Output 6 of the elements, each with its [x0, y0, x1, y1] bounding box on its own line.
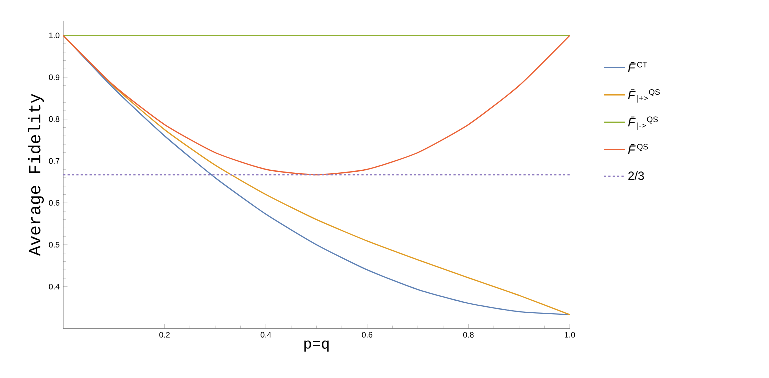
y-axis-title: Average Fidelity [28, 94, 44, 256]
line-series [64, 35, 570, 176]
legend-label: F̄$^{CT}$ [628, 62, 648, 72]
legend-label: F̄$^{QS}$ [628, 144, 648, 154]
x-axis-title: p=q [304, 340, 329, 352]
legend-label: 2/3 [628, 171, 644, 180]
